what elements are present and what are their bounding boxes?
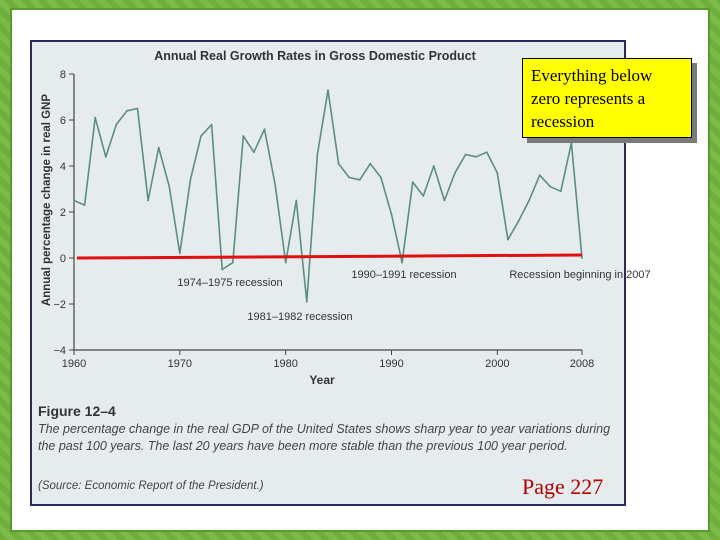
chart-title: Annual Real Growth Rates in Gross Domest…: [154, 49, 476, 63]
data-point: [358, 178, 361, 181]
x-tick-label: 1980: [273, 358, 297, 370]
data-point: [411, 181, 414, 184]
annotation-1974-1975: 1974–1975 recession: [177, 277, 282, 289]
x-tick-label: 1960: [62, 358, 86, 370]
data-point: [538, 174, 541, 177]
x-tick-label: 1970: [168, 358, 192, 370]
x-tick-label: 2008: [570, 358, 594, 370]
data-point: [104, 155, 107, 158]
y-tick-label: 8: [60, 69, 66, 81]
data-point: [348, 176, 351, 179]
data-point: [581, 257, 583, 259]
figure-source: (Source: Economic Report of the Presiden…: [38, 480, 264, 492]
data-point: [284, 261, 287, 264]
series-layer: [73, 89, 583, 303]
zero-reference-line: [76, 253, 583, 260]
data-point: [94, 116, 97, 119]
x-axis-label: Year: [309, 373, 335, 387]
data-point: [528, 199, 530, 202]
data-point: [517, 220, 520, 223]
data-point: [496, 172, 499, 174]
data-point: [390, 213, 393, 216]
data-point: [147, 199, 149, 202]
data-point: [126, 109, 128, 112]
y-tick-label: 4: [60, 161, 66, 173]
data-point: [168, 185, 171, 188]
data-point: [253, 151, 255, 154]
y-axis-label: Annual percentage change in real GNP: [41, 94, 53, 306]
data-point: [559, 190, 562, 193]
figure-label: Figure 12–4: [38, 403, 116, 419]
data-point: [570, 142, 573, 144]
data-point: [263, 128, 266, 131]
data-point: [422, 195, 425, 197]
data-point: [242, 135, 245, 138]
recession-callout: Everything below zero represents a reces…: [522, 58, 692, 138]
data-point: [475, 155, 478, 158]
data-point: [380, 176, 382, 179]
x-tick-label: 1990: [379, 358, 403, 370]
y-tick-label: 0: [60, 253, 66, 265]
data-point: [485, 151, 488, 154]
figure-caption: The percentage change in the real GDP of…: [38, 422, 611, 453]
data-point: [507, 238, 509, 241]
data-point: [305, 300, 308, 303]
data-point: [443, 199, 446, 202]
data-point: [274, 183, 276, 186]
data-point: [432, 165, 435, 167]
data-point: [210, 123, 213, 126]
data-point: [549, 185, 552, 188]
data-point: [295, 199, 298, 202]
data-point: [178, 252, 181, 255]
data-point: [136, 107, 139, 110]
y-tick-label: 2: [60, 207, 66, 219]
data-point: [316, 153, 319, 156]
page-reference: Page 227: [522, 474, 604, 499]
gdp-growth-line: [73, 89, 583, 303]
axes: [73, 74, 582, 351]
data-point: [200, 135, 202, 138]
data-point: [221, 268, 224, 271]
data-point: [464, 153, 467, 156]
y-tick-label: −4: [53, 345, 66, 357]
data-point: [115, 123, 118, 126]
data-point: [337, 162, 340, 165]
y-tick-label: −2: [53, 299, 66, 311]
data-point: [83, 204, 86, 207]
y-tick-label: 6: [60, 115, 66, 127]
data-point: [73, 199, 75, 202]
x-tick-label: 2000: [485, 358, 509, 370]
data-point: [454, 172, 456, 174]
data-point: [189, 178, 192, 181]
data-point: [327, 89, 329, 91]
annotations: 1974–1975 recession 1981–1982 recession …: [177, 269, 650, 323]
annotation-2007: Recession beginning in 2007: [509, 269, 650, 281]
data-point: [401, 261, 403, 264]
annotation-1981-1982: 1981–1982 recession: [247, 311, 352, 323]
annotation-1990-1991: 1990–1991 recession: [351, 269, 456, 281]
data-point: [231, 261, 234, 264]
data-point: [157, 146, 160, 149]
data-point: [369, 162, 372, 165]
